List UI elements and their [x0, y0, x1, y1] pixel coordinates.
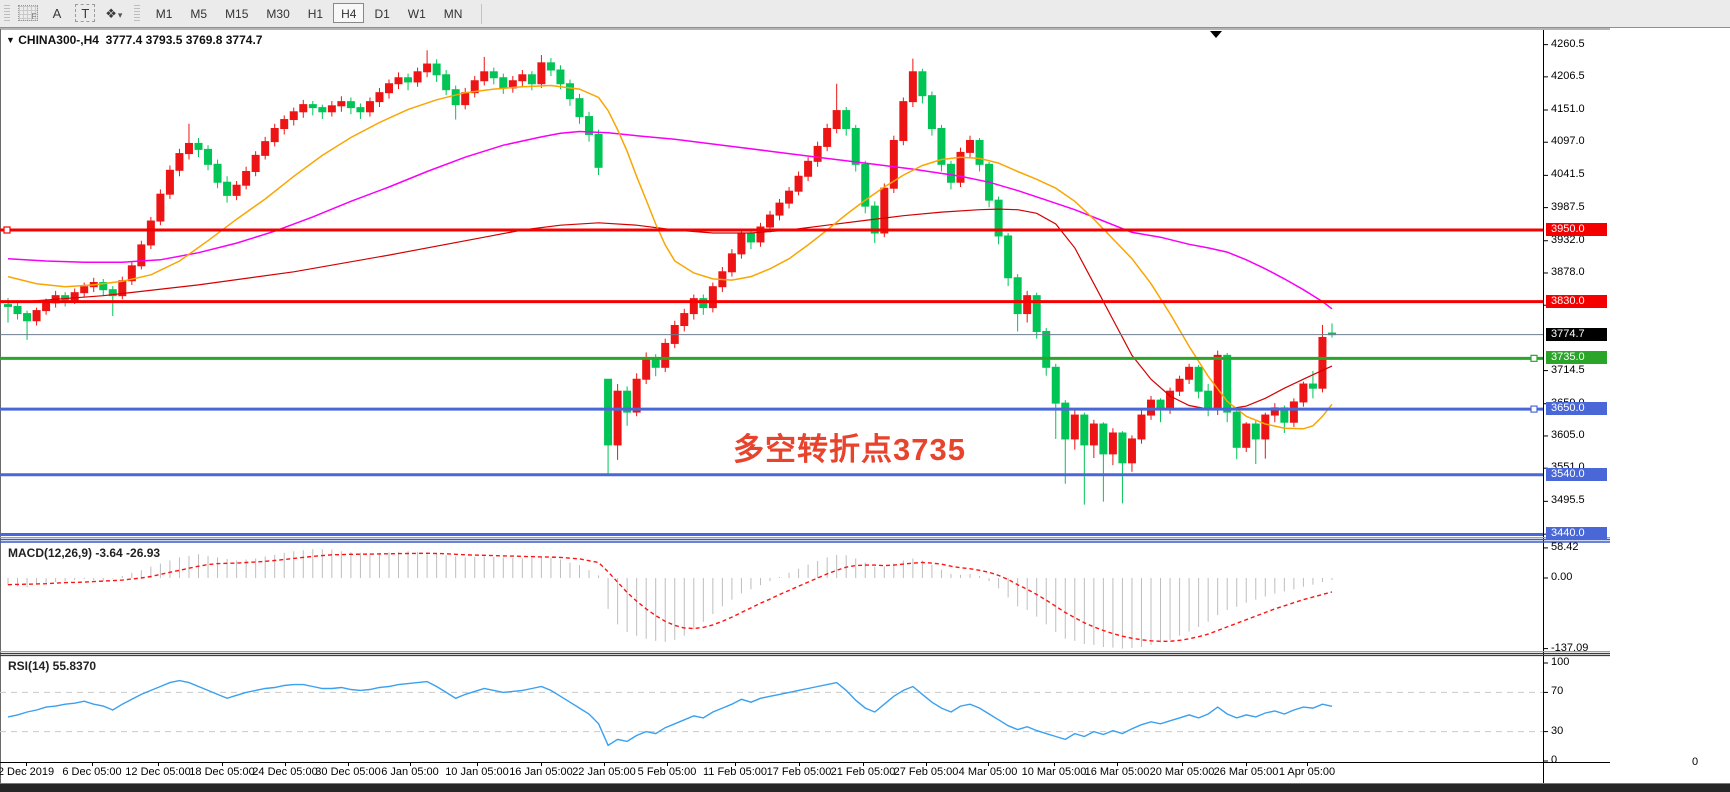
hline-handle[interactable] [3, 226, 11, 234]
window-bottom-border [0, 783, 1730, 792]
price-line-label-3830.0: 3830.0 [1546, 294, 1607, 308]
toolbar: F A T ❖▾ M1 M5 M15 M30 H1 H4 D1 W1 MN [0, 0, 1730, 28]
price-line-label-3650.0: 3650.0 [1546, 402, 1607, 416]
toolbar-separator [480, 4, 482, 24]
price-tick-label: 3987.5 [1551, 200, 1585, 213]
timeframe-button-d1[interactable]: D1 [374, 7, 390, 21]
date-label: 6 Jan 05:00 [381, 766, 439, 778]
date-label: 17 Feb 05:00 [766, 766, 832, 778]
timeframe-button-m1[interactable]: M1 [155, 7, 173, 21]
macd-indicator-label: MACD(12,26,9) -3.64 -26.93 [8, 546, 161, 560]
price-tick-label: 3932.0 [1551, 233, 1585, 246]
price-tick-label: 3495.5 [1551, 494, 1585, 507]
chart-text-annotation[interactable]: 多空转折点3735 [733, 432, 966, 467]
price-tick-label: 3878.0 [1551, 265, 1585, 278]
moving-average-#f800f8 [7, 130, 1333, 310]
date-label: 6 Dec 05:00 [62, 766, 122, 778]
chart-collapse-icon[interactable]: ▼ [6, 35, 15, 45]
rsi-panel[interactable] [0, 679, 1543, 747]
rsi-scale-label: 70 [1551, 685, 1564, 698]
unknown-zero-label: 0 [1692, 756, 1699, 768]
date-label: 1 Apr 05:00 [1278, 766, 1336, 778]
chart-ohlc-values: 3777.4 3793.5 3769.8 3774.7 [105, 33, 263, 47]
date-label: 26 Mar 05:00 [1213, 766, 1279, 778]
chevron-down-icon[interactable]: ▾ [117, 10, 123, 20]
chart-symbol-timeframe: CHINA300-,H4 [18, 33, 99, 47]
price-line-label-3440.0: 3440.0 [1546, 527, 1607, 541]
chart-title: ▼ CHINA300-,H4 3777.4 3793.5 3769.8 3774… [6, 33, 262, 47]
hline-handle[interactable] [1530, 405, 1538, 413]
timeframe-button-group: M1 M5 M15 M30 H1 H4 D1 W1 MN [147, 0, 472, 23]
date-label: 27 Feb 05:00 [893, 766, 959, 778]
date-label: 20 Mar 05:00 [1149, 766, 1215, 778]
shapes-glyph: ❖ [105, 6, 117, 21]
macd-panel[interactable] [7, 549, 1333, 649]
date-label: 30 Dec 05:00 [315, 766, 381, 778]
timeframe-button-w1[interactable]: W1 [407, 7, 426, 21]
date-label: 10 Mar 05:00 [1021, 766, 1087, 778]
rsi-indicator-label: RSI(14) 55.8370 [8, 659, 97, 673]
rsi-line [7, 679, 1333, 747]
price-tick-label: 3714.5 [1551, 363, 1585, 376]
date-label: 22 Jan 05:00 [572, 766, 636, 778]
date-label: 2 Dec 2019 [0, 766, 55, 778]
macd-signal-line [7, 552, 1333, 642]
moving-average-#d40000 [7, 208, 1333, 410]
price-tick-label: 4041.5 [1551, 168, 1585, 181]
macd-scale-label: -137.09 [1551, 641, 1589, 654]
hline-handle[interactable] [1530, 354, 1538, 362]
text-box-icon[interactable]: T [75, 4, 96, 22]
date-label: 16 Mar 05:00 [1084, 766, 1150, 778]
date-label: 18 Dec 05:00 [189, 766, 255, 778]
price-tick-label: 4206.5 [1551, 69, 1585, 82]
date-label: 21 Feb 05:00 [830, 766, 896, 778]
scroll-to-end-icon[interactable] [1210, 31, 1222, 38]
rsi-scale-label: 100 [1551, 656, 1570, 668]
price-tick-label: 4151.0 [1551, 102, 1585, 115]
toolbar-drag-handle[interactable] [4, 5, 10, 23]
timeframe-button-m5[interactable]: M5 [190, 7, 208, 21]
grid-period-icon[interactable]: F [18, 5, 39, 21]
price-tick-label: 4097.0 [1551, 135, 1585, 148]
date-label: 10 Jan 05:00 [445, 766, 509, 778]
candles[interactable] [4, 50, 1336, 505]
date-label: 4 Mar 05:00 [958, 766, 1018, 778]
toolbar-drag-handle-2[interactable] [134, 5, 141, 23]
date-label: 24 Dec 05:00 [252, 766, 318, 778]
price-line-label-3950.0: 3950.0 [1546, 222, 1607, 236]
price-line-label-3540.0: 3540.0 [1546, 467, 1607, 481]
price-tick-label: 3605.0 [1551, 428, 1585, 441]
horizontal-lines[interactable] [0, 226, 1543, 536]
timeframe-button-m15[interactable]: M15 [225, 7, 249, 21]
timeframe-button-mn[interactable]: MN [443, 7, 463, 21]
date-label: 11 Feb 05:00 [702, 766, 768, 778]
date-label: 12 Dec 05:00 [125, 766, 191, 778]
macd-scale-label: 58.42 [1551, 540, 1579, 553]
price-tick-label: 4260.5 [1551, 37, 1585, 50]
rsi-scale-label: 30 [1551, 724, 1564, 737]
timeframe-button-m30[interactable]: M30 [266, 7, 290, 21]
timeframe-button-h1[interactable]: H1 [307, 7, 324, 21]
date-label: 5 Feb 05:00 [637, 766, 697, 778]
shapes-icon[interactable]: ❖▾ [104, 3, 124, 23]
text-label-icon[interactable]: A [52, 6, 62, 21]
date-label: 16 Jan 05:00 [509, 766, 573, 778]
current-price-label: 3774.7 [1546, 327, 1607, 341]
moving-average-#f9a602 [7, 84, 1333, 430]
price-line-label-3735.0: 3735.0 [1546, 351, 1607, 365]
rsi-scale-label: 0 [1551, 754, 1558, 766]
timeframe-button-h4[interactable]: H4 [333, 3, 365, 23]
macd-scale-label: 0.00 [1551, 571, 1573, 583]
